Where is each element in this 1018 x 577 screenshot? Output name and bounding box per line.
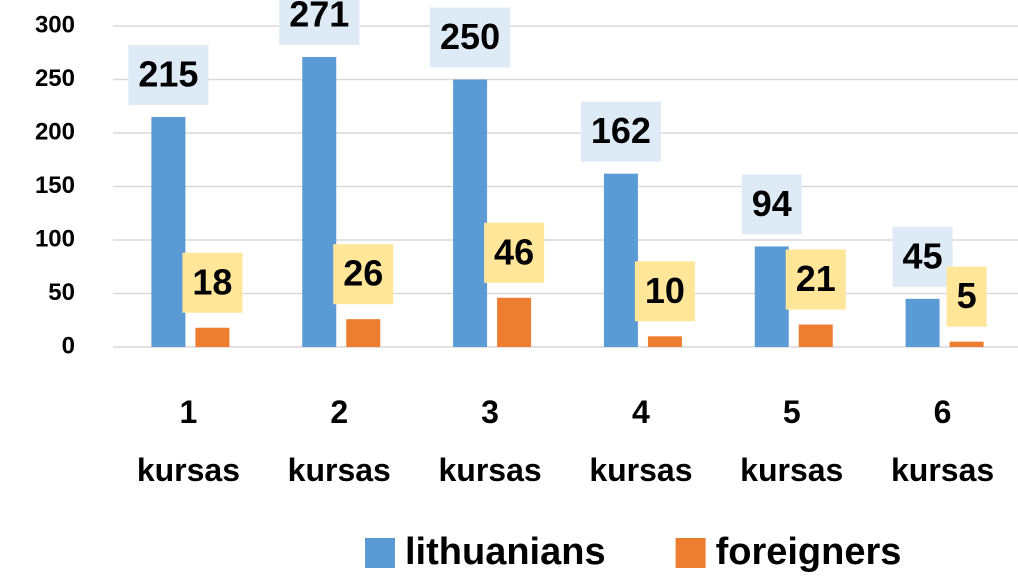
data-label: 21 (785, 249, 846, 310)
y-tick-label: 200 (35, 118, 75, 145)
bar (497, 297, 532, 347)
data-label-text: 46 (494, 231, 534, 272)
x-tick-label: 6 kursas (890, 394, 995, 488)
y-tick-label: 0 (62, 332, 75, 359)
data-label: 271 (279, 0, 360, 46)
y-tick-label: 250 (35, 65, 75, 92)
x-tick-label: 1 kursas (136, 394, 240, 488)
legend-swatch (675, 538, 706, 568)
data-label-bg (634, 261, 695, 322)
bar (151, 116, 186, 347)
data-label: 250 (430, 7, 511, 68)
bar (905, 298, 940, 347)
bar (949, 341, 984, 347)
bar (603, 173, 638, 347)
data-label: 45 (892, 226, 953, 287)
x-tick-label: 3 kursas (438, 394, 542, 488)
data-label-text: 10 (645, 270, 685, 311)
data-label: 10 (634, 261, 695, 322)
y-tick-label: 150 (35, 172, 75, 199)
x-tick-label: 2 kursas (287, 394, 391, 488)
data-label-text: 18 (192, 261, 232, 302)
y-tick-label: 50 (48, 279, 75, 306)
data-label-text: 215 (138, 53, 198, 94)
data-label-bg (785, 249, 846, 310)
legend-label: foreigners (716, 531, 902, 573)
data-label: 5 (946, 266, 987, 327)
data-label-text: 5 (957, 275, 977, 316)
data-label-bg (741, 174, 802, 235)
y-tick-label: 300 (35, 11, 75, 38)
data-label: 26 (333, 244, 394, 305)
bar (798, 324, 833, 347)
data-label-text: 26 (343, 253, 383, 294)
data-label-bg (484, 222, 545, 283)
data-label-bg (580, 101, 661, 162)
data-label-text: 250 (440, 16, 500, 57)
x-tick-label: 4 kursas (589, 394, 693, 488)
data-label: 215 (128, 44, 209, 105)
bar (453, 79, 488, 347)
data-label: 94 (741, 174, 802, 235)
data-label-text: 162 (591, 110, 651, 151)
data-label-bg (333, 244, 394, 305)
bar (647, 336, 682, 347)
data-label: 162 (580, 101, 661, 162)
data-label-bg (182, 252, 243, 313)
x-tick-label: 5 kursas (740, 394, 844, 488)
data-label-bg (892, 226, 953, 287)
data-label-bg (279, 0, 360, 46)
data-label: 18 (182, 252, 243, 313)
data-label-text: 271 (289, 0, 349, 35)
data-label-bg (430, 7, 511, 68)
data-label-bg (946, 266, 987, 327)
data-label-text: 94 (752, 183, 792, 224)
bar (195, 327, 230, 347)
data-label-bg (128, 44, 209, 105)
bar (346, 319, 381, 347)
legend-swatch (365, 538, 395, 568)
y-tick-label: 100 (35, 225, 75, 252)
data-label: 46 (484, 222, 545, 283)
legend-label: lithuanians (405, 531, 606, 573)
data-label-text: 45 (903, 235, 943, 276)
bar (754, 246, 789, 347)
data-label-text: 21 (796, 258, 836, 299)
bar (302, 57, 337, 347)
